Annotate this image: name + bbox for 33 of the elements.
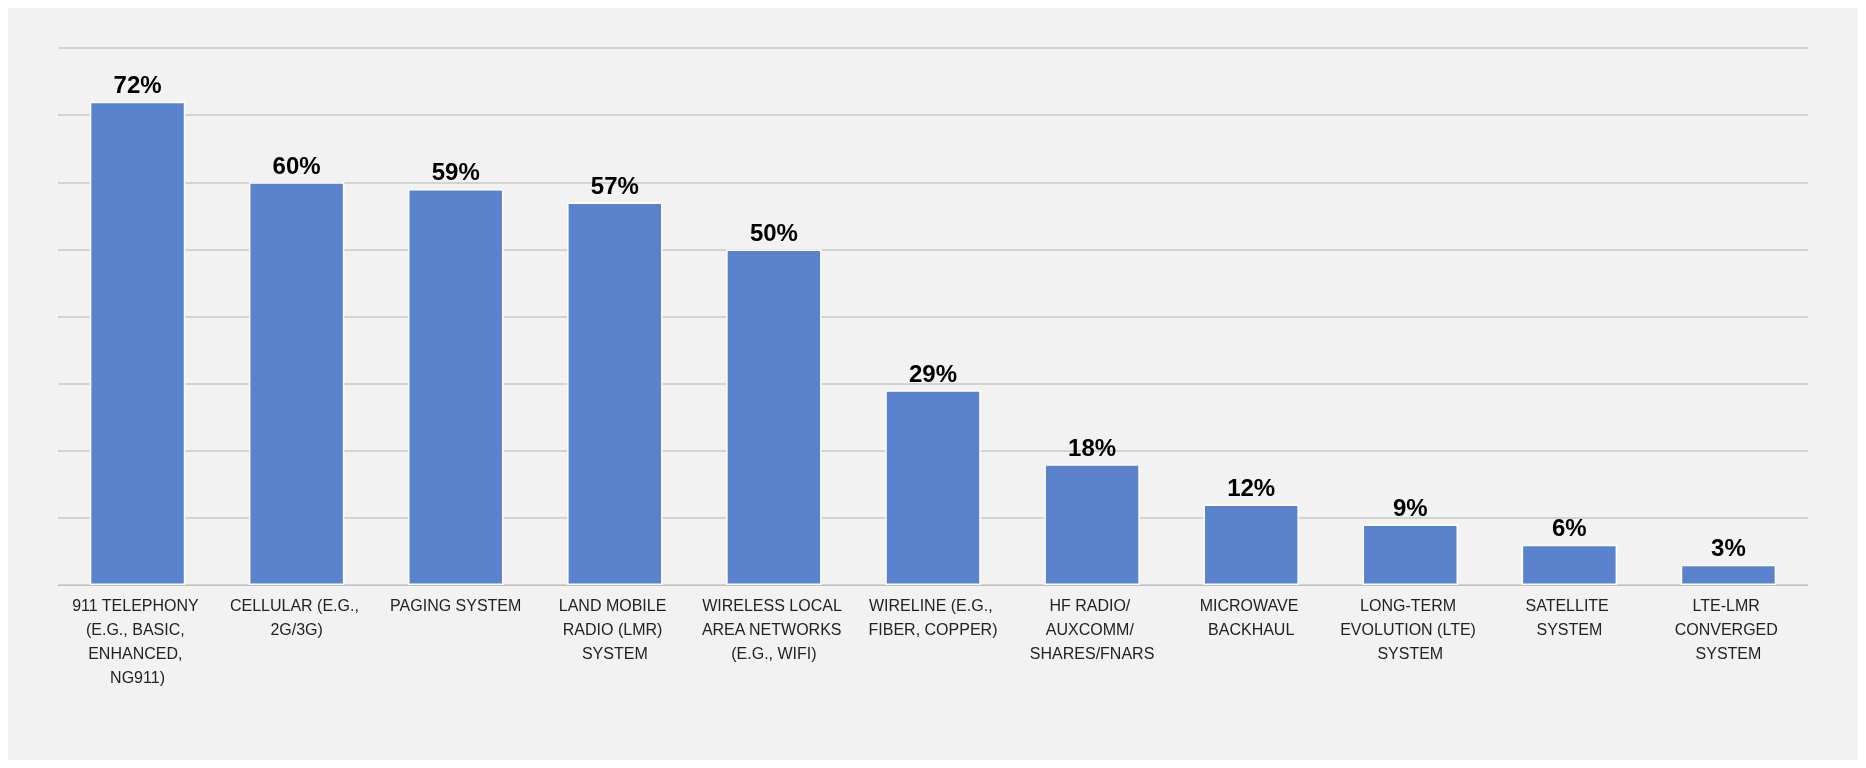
bar: [885, 390, 981, 585]
data-label: 29%: [908, 359, 958, 387]
data-label: 6%: [1552, 514, 1587, 542]
bar: [1203, 504, 1299, 585]
x-tick-label: PAGING SYSTEM: [390, 596, 522, 614]
x-tick-label: LAND MOBILE RADIO (LMR) SYSTEM: [558, 596, 671, 662]
data-label: 50%: [749, 218, 798, 246]
x-tick-label: HF RADIO/ AUXCOMM/ SHARES/FNARS: [1029, 596, 1155, 662]
bar: [726, 249, 822, 585]
data-label: 72%: [113, 71, 162, 99]
bar: [1680, 564, 1777, 585]
bar: [567, 202, 663, 585]
bar: [248, 182, 345, 585]
data-label: 57%: [590, 171, 639, 199]
bar: [1362, 524, 1458, 585]
x-tick-label: WIRELESS LOCAL AREA NETWORKS (E.G., WIFI): [701, 596, 846, 662]
x-tick-label: MICROWAVE BACKHAUL: [1199, 596, 1303, 638]
x-tick-label: LTE-LMR CONVERGED SYSTEM: [1674, 596, 1783, 662]
x-tick-label: LONG-TERM EVOLUTION (LTE) SYSTEM: [1340, 596, 1481, 662]
x-tick-label: WIRELINE (E.G., FIBER, COPPER): [868, 596, 998, 638]
data-label: 12%: [1227, 473, 1276, 501]
bar: [89, 101, 186, 585]
data-label: 59%: [431, 158, 480, 186]
data-label: 60%: [272, 151, 321, 179]
bar: [408, 188, 504, 585]
x-tick-label: 911 TELEPHONY (E.G., BASIC, ENHANCED, NG911): [72, 596, 203, 686]
data-label: 18%: [1068, 433, 1117, 461]
bar: [1044, 464, 1140, 585]
data-label: 3%: [1711, 534, 1746, 562]
data-label: 9%: [1392, 494, 1428, 522]
x-tick-label: CELLULAR (E.G., 2G/3G): [229, 596, 364, 638]
x-tick-label: SATELLITE SYSTEM: [1525, 596, 1614, 638]
bar: [1521, 544, 1618, 585]
